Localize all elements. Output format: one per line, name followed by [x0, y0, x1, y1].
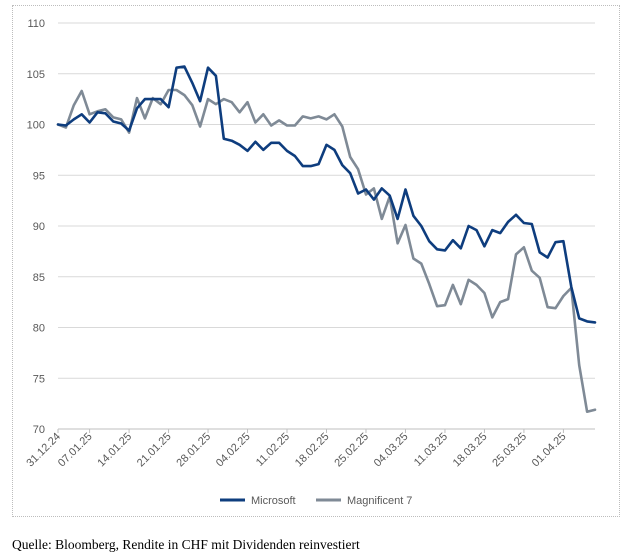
x-tick-label: 21.01.25: [135, 431, 174, 470]
x-tick-label: 01.04.25: [530, 431, 569, 470]
x-tick-label: 18.03.25: [451, 431, 490, 470]
y-tick-label: 75: [33, 373, 45, 385]
legend-label-microsoft: Microsoft: [251, 495, 296, 507]
x-tick-label: 14.01.25: [95, 431, 134, 470]
y-tick-label: 90: [33, 221, 45, 233]
y-tick-label: 110: [27, 18, 45, 30]
y-tick-label: 70: [33, 424, 45, 436]
series-lines: [56, 65, 597, 414]
x-tick-label: 04.02.25: [214, 431, 253, 470]
gridlines: [58, 22, 595, 430]
y-tick-label: 105: [27, 69, 45, 81]
x-tick-label: 18.02.25: [293, 431, 332, 470]
y-axis-ticks: 70 75 80 85 90 95 100 105 110: [27, 18, 45, 436]
legend-label-magnificent-7: Magnificent 7: [347, 495, 412, 507]
y-tick-label: 100: [27, 120, 45, 132]
x-tick-label: 11.02.25: [254, 431, 292, 469]
x-tick-label: 04.03.25: [372, 431, 411, 470]
legend: Microsoft Magnificent 7: [220, 495, 412, 507]
x-tick-label: 07.01.25: [56, 431, 95, 470]
x-tick-label: 11.03.25: [412, 431, 450, 469]
y-tick-label: 85: [33, 272, 45, 284]
chart-frame: 70 75 80 85 90 95 100 105 110 31.12.24 07.01.25 14…: [12, 5, 620, 517]
x-tick-label: 28.01.25: [174, 431, 213, 470]
x-tick-label: 25.03.25: [490, 431, 529, 470]
series-line-magnificent-7: [56, 88, 597, 414]
source-note: Quelle: Bloomberg, Rendite in CHF mit Di…: [12, 537, 360, 552]
y-tick-label: 80: [33, 323, 45, 335]
y-tick-label: 95: [33, 170, 45, 182]
x-tick-label: 25.02.25: [332, 431, 371, 470]
series-line-microsoft: [56, 65, 597, 324]
